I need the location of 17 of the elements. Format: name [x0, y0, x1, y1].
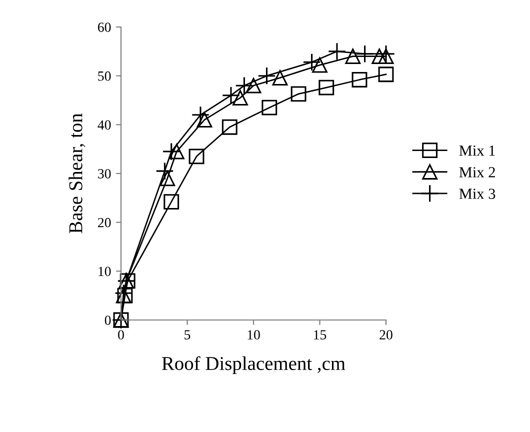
- x-tick-label: 5: [184, 330, 190, 340]
- legend-label: Mix 3: [459, 188, 496, 199]
- x-tick-label: 10: [248, 330, 260, 340]
- y-tick-label: 60: [98, 22, 111, 32]
- x-tick-label: 0: [118, 330, 124, 340]
- x-tick-label: 20: [380, 330, 392, 340]
- legend-label: Mix 2: [459, 167, 495, 178]
- legend-label: Mix 1: [459, 146, 495, 156]
- x-axis-title: Roof Displacement ,cm: [162, 356, 346, 374]
- y-tick-label: 10: [98, 266, 111, 276]
- y-tick-label: 30: [98, 169, 111, 178]
- x-tick-label: 15: [314, 330, 326, 340]
- y-tick-label: 20: [98, 218, 111, 228]
- y-axis-title: Base Shear, ton: [68, 113, 86, 234]
- y-tick-label: 0: [104, 316, 111, 325]
- y-tick-label: 50: [98, 71, 111, 81]
- y-tick-label: 40: [98, 120, 111, 130]
